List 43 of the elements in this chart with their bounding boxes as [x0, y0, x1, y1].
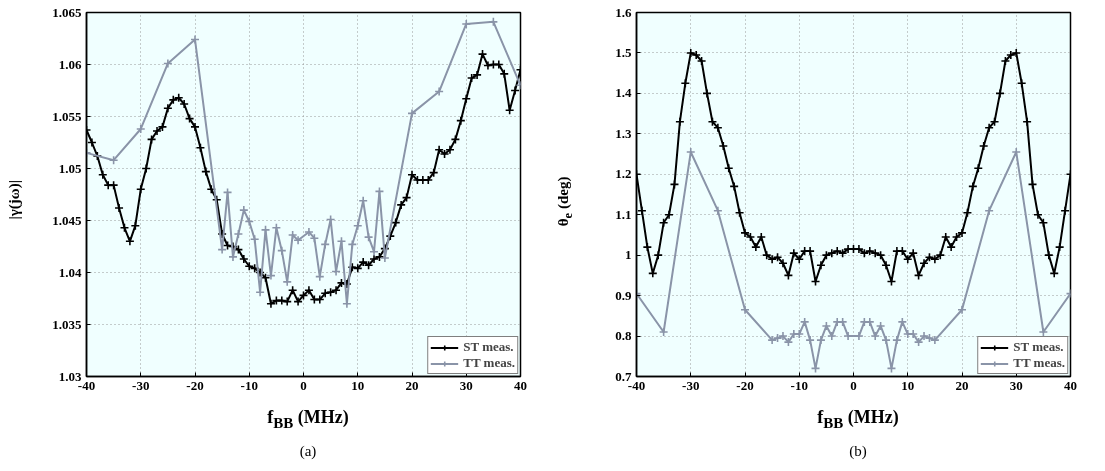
y-tick-label: 1.05 [58, 160, 82, 176]
x-tick-label: -20 [186, 377, 204, 393]
x-tick-label: 40 [1064, 377, 1077, 393]
x-tick-label: 20 [955, 377, 969, 393]
x-tick-label: 0 [300, 377, 307, 393]
y-tick-label: 1.035 [52, 316, 82, 332]
y-axis-title: |γ(jω)| [5, 178, 24, 222]
y-tick-label: 1.065 [52, 4, 82, 20]
y-tick-label: 1.055 [52, 108, 82, 124]
legend-label: ST meas. [463, 339, 514, 355]
y-tick-label: 1.04 [58, 264, 82, 280]
y-tick-label: 1.3 [615, 125, 632, 141]
y-tick-label: 1.5 [615, 44, 632, 60]
x-tick-label: 20 [405, 377, 419, 393]
text: (a) [298, 442, 318, 461]
x-axis-title: f$_{BB}$ (MHz) [816, 406, 900, 433]
x-tick-label: 10 [901, 377, 915, 393]
legend-label: TT meas. [463, 355, 515, 371]
x-tick-label: 30 [1009, 377, 1023, 393]
legend-label: ST meas. [1013, 339, 1064, 355]
x-tick-label: -10 [240, 377, 258, 393]
y-tick-label: 1.4 [615, 85, 632, 101]
y-tick-label: 1.03 [58, 368, 82, 384]
x-tick-label: -20 [736, 377, 754, 393]
y-tick-label: 0.8 [615, 328, 632, 344]
x-tick-label: -30 [132, 377, 150, 393]
y-tick-label: 1.6 [615, 4, 632, 20]
x-tick-label: -30 [682, 377, 700, 393]
legend-label: TT meas. [1013, 355, 1065, 371]
text: (b) [848, 442, 868, 461]
x-tick-label: 40 [514, 377, 527, 393]
y-tick-label: 0.7 [615, 368, 632, 384]
y-tick-label: 1.06 [58, 56, 82, 72]
x-axis-title: f$_{BB}$ (MHz) [266, 406, 350, 433]
x-tick-label: 30 [459, 377, 473, 393]
x-tick-label: 10 [351, 377, 365, 393]
y-tick-label: 1.1 [615, 206, 632, 222]
x-tick-label: 0 [850, 377, 857, 393]
y-tick-label: 1.2 [615, 166, 632, 182]
y-tick-label: 1.045 [52, 212, 82, 228]
x-tick-label: -10 [790, 377, 808, 393]
y-tick-label: 1 [625, 247, 632, 263]
y-tick-label: 0.9 [615, 287, 632, 303]
